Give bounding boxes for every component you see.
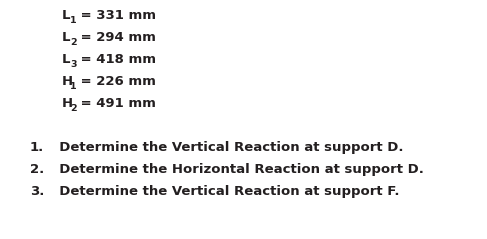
Text: L: L [62, 31, 71, 44]
Text: = 491 mm: = 491 mm [76, 97, 156, 110]
Text: L: L [62, 53, 71, 66]
Text: 1: 1 [70, 16, 76, 25]
Text: 3: 3 [70, 60, 76, 69]
Text: 2.: 2. [30, 163, 44, 176]
Text: = 418 mm: = 418 mm [76, 53, 156, 66]
Text: 1.: 1. [30, 141, 44, 154]
Text: = 226 mm: = 226 mm [76, 75, 156, 88]
Text: L: L [62, 9, 71, 22]
Text: 1: 1 [70, 82, 76, 91]
Text: 2: 2 [70, 104, 76, 113]
Text: H: H [62, 75, 73, 88]
Text: H: H [62, 97, 73, 110]
Text: Determine the Vertical Reaction at support F.: Determine the Vertical Reaction at suppo… [50, 185, 399, 198]
Text: Determine the Horizontal Reaction at support D.: Determine the Horizontal Reaction at sup… [50, 163, 424, 176]
Text: 3.: 3. [30, 185, 44, 198]
Text: 2: 2 [70, 38, 76, 47]
Text: Determine the Vertical Reaction at support D.: Determine the Vertical Reaction at suppo… [50, 141, 404, 154]
Text: = 294 mm: = 294 mm [76, 31, 156, 44]
Text: = 331 mm: = 331 mm [76, 9, 156, 22]
